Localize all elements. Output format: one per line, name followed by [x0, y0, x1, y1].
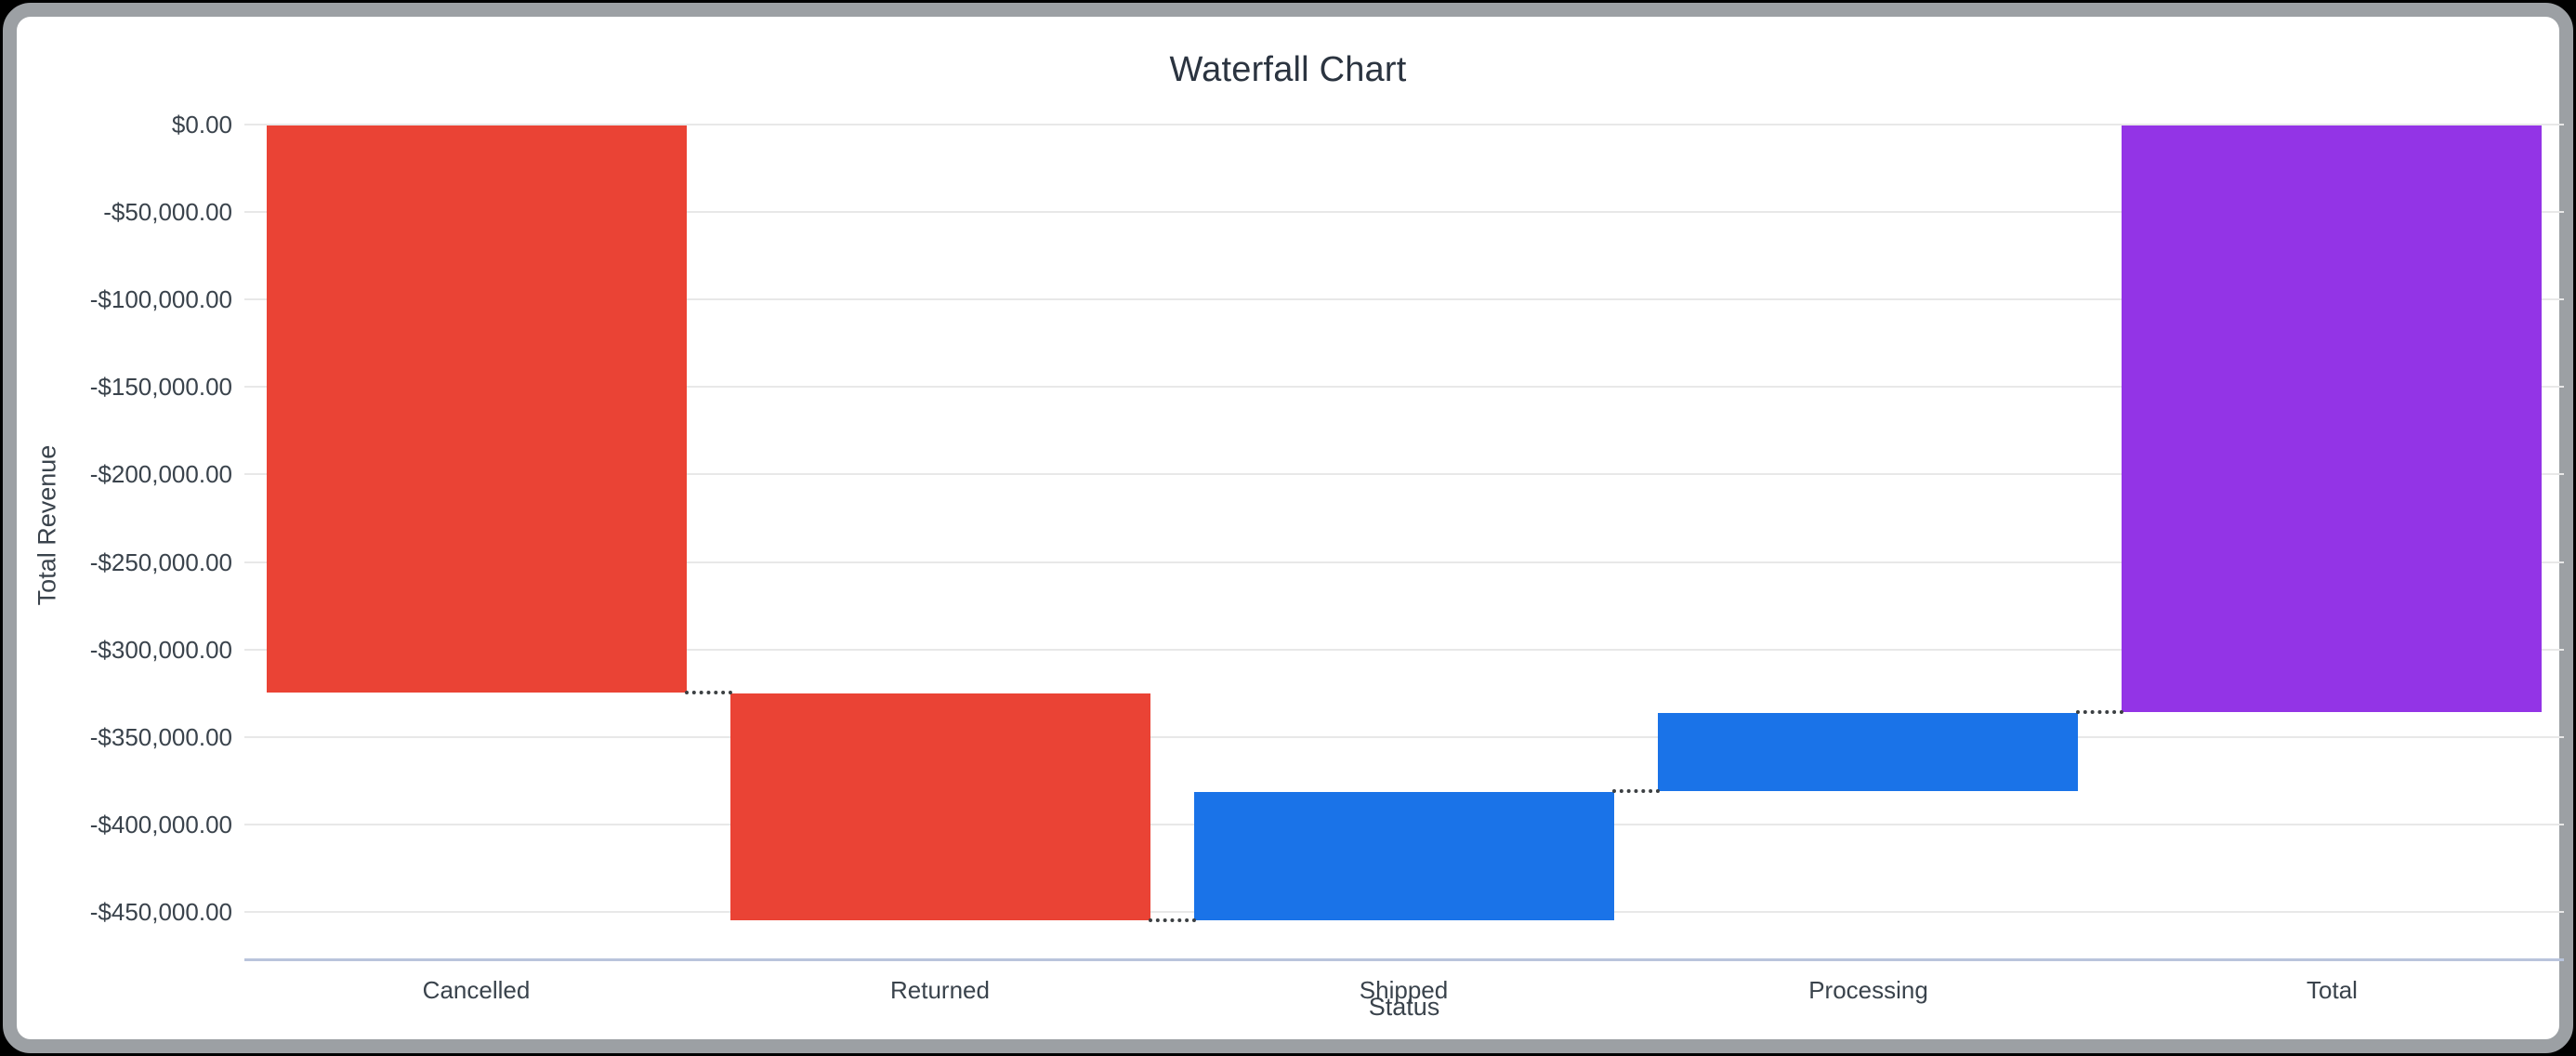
waterfall-bar-cancelled[interactable] — [267, 125, 687, 693]
x-category-label: Total — [2307, 976, 2358, 1004]
waterfall-plot-area: $0.00 -$50,000.00 -$100,000.00 -$150,000.00… — [17, 17, 2576, 1056]
waterfall-bar-returned[interactable] — [730, 693, 1150, 920]
x-category-label: Cancelled — [422, 976, 531, 1004]
y-axis-title: Total Revenue — [33, 444, 61, 606]
waterfall-connector — [1612, 788, 1660, 793]
waterfall-bar-processing[interactable] — [1658, 713, 2078, 791]
waterfall-connector — [2076, 710, 2123, 714]
x-axis-title: Status — [1368, 993, 1440, 1021]
y-gridline — [244, 124, 2564, 125]
y-tick-label: -$350,000.00 — [89, 722, 232, 751]
y-gridline — [244, 473, 2564, 476]
y-tick-label: -$450,000.00 — [89, 897, 232, 926]
y-gridline — [244, 735, 2564, 738]
y-gridline — [244, 648, 2564, 651]
chart-card: Waterfall Chart $0.00 -$50,000.00 -$100,00… — [3, 3, 2573, 1053]
waterfall-bar-shipped[interactable] — [1194, 791, 1614, 920]
waterfall-connector — [685, 690, 732, 694]
chart-title: Waterfall Chart — [1169, 50, 1407, 89]
x-category-label: Shipped — [1359, 976, 1449, 1004]
y-tick-label: -$250,000.00 — [89, 548, 232, 576]
y-tick-label: -$300,000.00 — [89, 635, 232, 664]
y-tick-label: -$400,000.00 — [89, 810, 232, 838]
y-tick-label: -$100,000.00 — [89, 285, 232, 314]
x-axis-baseline — [244, 958, 2564, 961]
y-tick-label: -$150,000.00 — [89, 373, 232, 402]
y-gridline — [244, 386, 2564, 389]
x-category-label: Returned — [890, 976, 990, 1004]
waterfall-bar-total[interactable] — [2122, 125, 2542, 712]
y-tick-label: $0.00 — [171, 111, 232, 139]
y-tick-label: -$50,000.00 — [103, 198, 232, 227]
waterfall-connector — [1149, 917, 1196, 922]
x-category-label: Processing — [1808, 976, 1928, 1004]
y-gridline — [244, 298, 2564, 301]
y-gridline — [244, 211, 2564, 214]
y-tick-label: -$200,000.00 — [89, 460, 232, 489]
y-gridline — [244, 561, 2564, 563]
